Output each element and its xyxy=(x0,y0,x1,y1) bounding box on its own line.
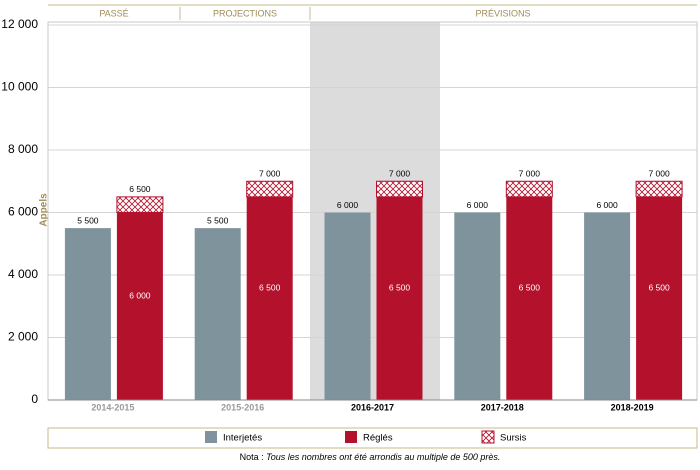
x-tick-label: 2015-2016 xyxy=(221,402,264,412)
period-label: PRÉVISIONS xyxy=(475,8,530,18)
x-tick-label: 2014-2015 xyxy=(91,402,134,412)
value-label: 5 500 xyxy=(77,215,99,225)
total-label: 7 000 xyxy=(519,169,541,179)
y-tick-label: 12 000 xyxy=(1,17,38,31)
y-tick-label: 4 000 xyxy=(8,267,38,281)
value-label: 5 500 xyxy=(207,215,229,225)
legend-label: Interjetés xyxy=(223,433,262,444)
bar-sursis xyxy=(116,196,164,213)
bar-regles xyxy=(506,196,553,400)
x-tick-label: 2018-2019 xyxy=(611,402,654,412)
legend-swatch xyxy=(481,430,495,444)
x-tick-label: 2016-2017 xyxy=(351,402,394,412)
bar-sursis xyxy=(376,180,423,198)
bar-regles xyxy=(376,196,423,400)
bar-interjetes xyxy=(194,228,241,400)
y-tick-label: 2 000 xyxy=(8,330,38,344)
bar-sursis xyxy=(246,180,294,198)
value-label: 6 000 xyxy=(467,200,489,210)
value-label: 6 000 xyxy=(596,200,618,210)
x-tick-label: 2017-2018 xyxy=(481,402,524,412)
period-label: PASSÉ xyxy=(99,8,128,18)
value-label: 6 000 xyxy=(337,200,359,210)
value-label: 6 000 xyxy=(129,291,151,301)
y-tick-label: 6 000 xyxy=(8,205,38,219)
legend-swatch xyxy=(345,431,357,443)
y-tick-label: 0 xyxy=(31,392,38,406)
bar-interjetes xyxy=(324,212,371,400)
value-label: 6 500 xyxy=(259,283,281,293)
y-tick-label: 10 000 xyxy=(1,80,38,94)
period-label: PROJECTIONS xyxy=(213,8,277,18)
value-label: 6 500 xyxy=(389,283,411,293)
y-axis-label: Appels xyxy=(39,193,50,227)
legend-label: Réglés xyxy=(363,433,393,444)
bar-sursis xyxy=(505,180,553,198)
total-label: 7 000 xyxy=(389,169,411,179)
legend-swatch xyxy=(205,431,217,443)
note-label: Nota : xyxy=(240,452,267,462)
bar-sursis xyxy=(635,180,683,198)
bar-regles xyxy=(246,196,293,400)
value-label: 6 500 xyxy=(519,283,541,293)
bar-regles xyxy=(116,212,163,400)
y-tick-label: 8 000 xyxy=(8,142,38,156)
bar-interjetes xyxy=(454,212,501,400)
note: Nota : Tous les nombres ont été arrondis… xyxy=(240,452,501,462)
bar-interjetes xyxy=(584,212,631,400)
total-label: 6 500 xyxy=(129,184,151,194)
total-label: 7 000 xyxy=(259,169,281,179)
note-text: Tous les nombres ont été arrondis au mul… xyxy=(266,452,500,462)
total-label: 7 000 xyxy=(648,169,670,179)
legend-label: Sursis xyxy=(500,433,527,444)
bar-regles xyxy=(636,196,683,400)
value-label: 6 500 xyxy=(648,283,670,293)
bar-interjetes xyxy=(64,228,111,400)
